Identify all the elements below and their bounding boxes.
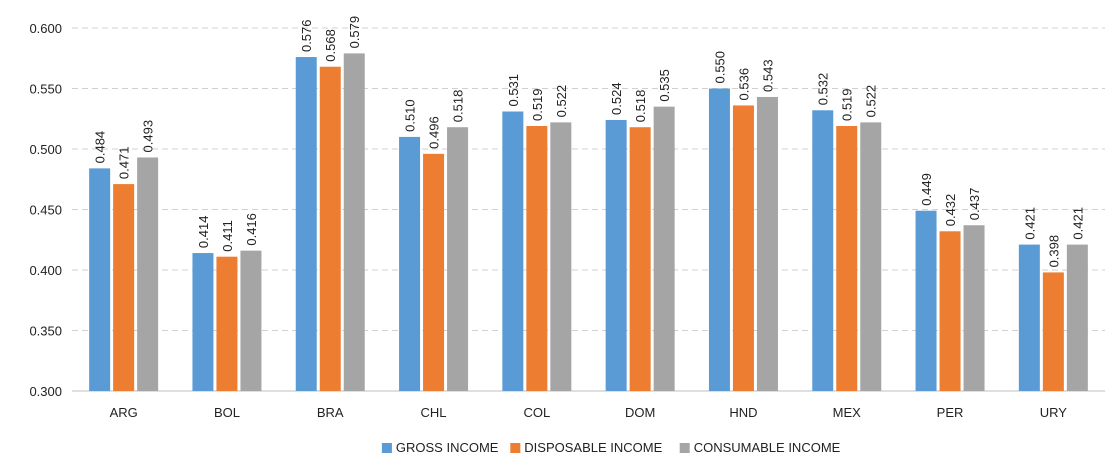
- data-label: 0.432: [943, 194, 958, 227]
- x-tick-label: ARG: [110, 405, 138, 420]
- legend-swatch: [679, 443, 690, 453]
- x-tick-label: PER: [937, 405, 964, 420]
- data-label: 0.522: [864, 85, 879, 118]
- bar: [216, 256, 238, 391]
- bar: [137, 157, 159, 391]
- data-label: 0.543: [760, 59, 775, 92]
- legend-label: DISPOSABLE INCOME: [524, 440, 662, 455]
- y-tick-label: 0.550: [29, 82, 62, 97]
- bar: [113, 184, 135, 391]
- bar: [89, 168, 111, 391]
- x-tick-label: CHL: [421, 405, 447, 420]
- bar: [447, 127, 469, 391]
- bar: [502, 111, 524, 392]
- bar: [756, 96, 778, 391]
- y-tick-label: 0.350: [29, 324, 62, 339]
- bar: [653, 106, 675, 392]
- data-label: 0.493: [141, 120, 156, 153]
- data-label: 0.536: [736, 68, 751, 101]
- x-tick-label: BOL: [214, 405, 240, 420]
- data-label: 0.532: [816, 73, 831, 106]
- data-label: 0.524: [609, 82, 624, 115]
- data-label: 0.576: [299, 19, 314, 52]
- data-label: 0.519: [530, 88, 545, 121]
- bar: [1042, 272, 1064, 391]
- bar: [860, 122, 882, 391]
- y-tick-label: 0.450: [29, 203, 62, 218]
- bar: [295, 57, 317, 391]
- bar: [963, 225, 985, 391]
- bar: [708, 88, 730, 391]
- data-label: 0.531: [506, 74, 521, 107]
- data-label: 0.416: [244, 213, 259, 246]
- bar: [343, 53, 365, 391]
- bar: [192, 253, 214, 391]
- data-label: 0.579: [347, 16, 362, 49]
- bar: [939, 231, 961, 391]
- bar: [1018, 244, 1040, 391]
- bar: [526, 126, 548, 391]
- data-label: 0.522: [554, 85, 569, 118]
- data-label: 0.414: [196, 216, 211, 249]
- x-tick-label: COL: [523, 405, 550, 420]
- data-label: 0.421: [1022, 207, 1037, 240]
- data-label: 0.484: [93, 131, 108, 164]
- x-tick-label: MEX: [833, 405, 862, 420]
- y-tick-label: 0.600: [29, 21, 62, 36]
- data-label: 0.518: [451, 90, 466, 123]
- legend-label: GROSS INCOME: [396, 440, 499, 455]
- x-tick-label: BRA: [317, 405, 344, 420]
- bar: [605, 119, 627, 392]
- data-label: 0.550: [712, 51, 727, 84]
- data-label: 0.568: [323, 29, 338, 62]
- x-tick-label: URY: [1040, 405, 1068, 420]
- bar: [732, 105, 754, 391]
- data-label: 0.496: [427, 116, 442, 149]
- data-label: 0.519: [840, 88, 855, 121]
- legend-swatch: [510, 443, 521, 453]
- bar: [1066, 244, 1088, 391]
- bar: [423, 153, 445, 391]
- bar: [812, 110, 834, 391]
- bar: [550, 122, 572, 391]
- bar: [399, 136, 421, 391]
- x-tick-label: DOM: [625, 405, 655, 420]
- y-tick-label: 0.300: [29, 384, 62, 399]
- bar: [915, 210, 937, 391]
- bar: [319, 66, 341, 391]
- x-tick-label: HND: [729, 405, 757, 420]
- bar: [629, 127, 651, 391]
- data-label: 0.437: [967, 188, 982, 221]
- bar: [240, 250, 262, 391]
- legend-label: CONSUMABLE INCOME: [694, 440, 841, 455]
- legend-swatch: [381, 443, 392, 453]
- data-label: 0.471: [117, 147, 132, 180]
- y-tick-label: 0.400: [29, 263, 62, 278]
- data-label: 0.535: [657, 69, 672, 102]
- data-label: 0.411: [220, 220, 235, 252]
- bar: [836, 126, 858, 391]
- data-label: 0.398: [1046, 235, 1061, 268]
- data-label: 0.421: [1070, 207, 1085, 240]
- y-tick-label: 0.500: [29, 142, 62, 157]
- data-label: 0.518: [633, 90, 648, 123]
- data-label: 0.449: [919, 173, 934, 206]
- data-label: 0.510: [403, 99, 418, 132]
